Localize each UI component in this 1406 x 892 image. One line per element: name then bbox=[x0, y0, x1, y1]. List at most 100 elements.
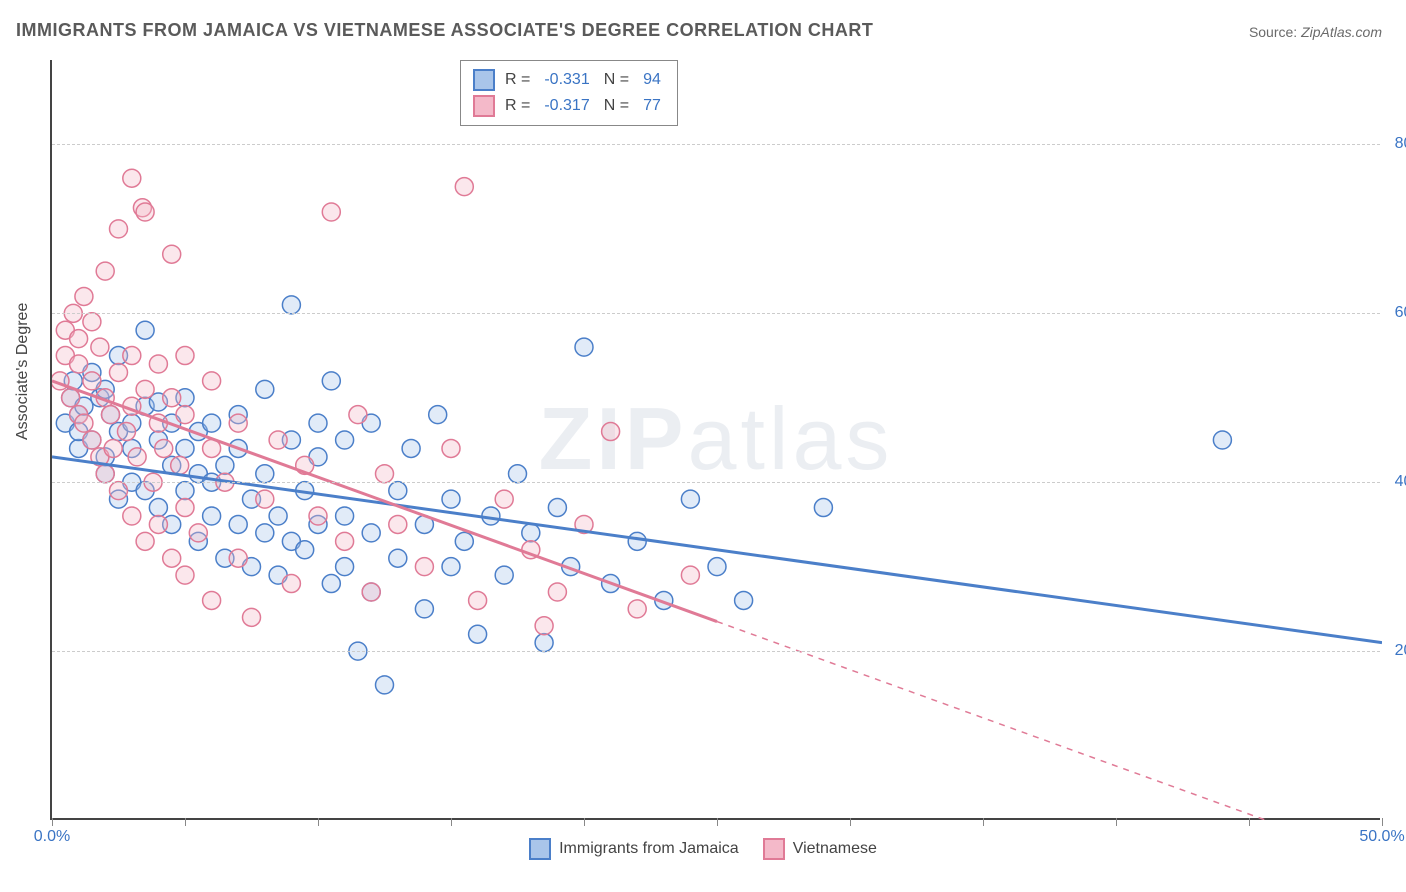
scatter-point bbox=[336, 532, 354, 550]
x-tick-mark bbox=[717, 818, 718, 826]
series-legend: Immigrants from Jamaica Vietnamese bbox=[0, 838, 1406, 860]
scatter-point bbox=[509, 465, 527, 483]
legend-row: R =-0.317N =77 bbox=[473, 93, 665, 119]
scatter-point bbox=[415, 600, 433, 618]
scatter-point bbox=[110, 220, 128, 238]
scatter-point bbox=[91, 338, 109, 356]
scatter-point bbox=[163, 549, 181, 567]
gridline bbox=[52, 482, 1380, 483]
gridline bbox=[52, 144, 1380, 145]
scatter-point bbox=[203, 507, 221, 525]
legend-swatch bbox=[473, 69, 495, 91]
scatter-point bbox=[535, 634, 553, 652]
scatter-point bbox=[269, 431, 287, 449]
scatter-point bbox=[110, 482, 128, 500]
scatter-point bbox=[269, 507, 287, 525]
y-tick-label: 40.0% bbox=[1385, 473, 1406, 491]
scatter-point bbox=[256, 380, 274, 398]
legend-n-value: 77 bbox=[639, 97, 665, 115]
scatter-point bbox=[256, 524, 274, 542]
scatter-point bbox=[402, 439, 420, 457]
scatter-point bbox=[681, 566, 699, 584]
scatter-point bbox=[389, 515, 407, 533]
scatter-point bbox=[176, 347, 194, 365]
x-tick-mark bbox=[1249, 818, 1250, 826]
scatter-point bbox=[336, 431, 354, 449]
scatter-point bbox=[256, 490, 274, 508]
source-value: ZipAtlas.com bbox=[1301, 24, 1382, 40]
scatter-point bbox=[362, 583, 380, 601]
scatter-point bbox=[136, 380, 154, 398]
legend-row: R =-0.331N =94 bbox=[473, 67, 665, 93]
scatter-point bbox=[628, 532, 646, 550]
y-axis-label: Associate's Degree bbox=[14, 303, 32, 440]
scatter-point bbox=[75, 414, 93, 432]
scatter-point bbox=[322, 203, 340, 221]
scatter-point bbox=[155, 439, 173, 457]
scatter-point bbox=[176, 406, 194, 424]
scatter-point bbox=[309, 507, 327, 525]
x-tick-mark bbox=[185, 818, 186, 826]
scatter-point bbox=[102, 406, 120, 424]
scatter-point bbox=[469, 625, 487, 643]
scatter-point bbox=[282, 575, 300, 593]
scatter-point bbox=[149, 515, 167, 533]
scatter-point bbox=[362, 524, 380, 542]
scatter-point bbox=[376, 676, 394, 694]
scatter-point bbox=[83, 431, 101, 449]
y-tick-label: 80.0% bbox=[1385, 135, 1406, 153]
scatter-point bbox=[229, 515, 247, 533]
scatter-point bbox=[70, 355, 88, 373]
scatter-point bbox=[455, 532, 473, 550]
scatter-point bbox=[735, 591, 753, 609]
scatter-point bbox=[189, 524, 207, 542]
scatter-point bbox=[256, 465, 274, 483]
legend-swatch bbox=[529, 838, 551, 860]
scatter-point bbox=[309, 414, 327, 432]
scatter-point bbox=[104, 439, 122, 457]
x-tick-mark bbox=[850, 818, 851, 826]
scatter-point bbox=[176, 566, 194, 584]
source-label: Source: bbox=[1249, 24, 1297, 40]
legend-swatch bbox=[473, 95, 495, 117]
scatter-point bbox=[229, 414, 247, 432]
scatter-point bbox=[123, 169, 141, 187]
scatter-point bbox=[136, 532, 154, 550]
legend-n-label: N = bbox=[604, 97, 629, 115]
gridline bbox=[52, 651, 1380, 652]
scatter-point bbox=[389, 482, 407, 500]
scatter-point bbox=[429, 406, 447, 424]
legend-r-label: R = bbox=[505, 71, 530, 89]
y-tick-label: 60.0% bbox=[1385, 304, 1406, 322]
x-tick-mark bbox=[983, 818, 984, 826]
x-tick-mark bbox=[1382, 818, 1383, 826]
scatter-point bbox=[136, 321, 154, 339]
scatter-point bbox=[322, 372, 340, 390]
series-label: Immigrants from Jamaica bbox=[559, 840, 739, 858]
scatter-point bbox=[123, 347, 141, 365]
scatter-point bbox=[203, 372, 221, 390]
scatter-point bbox=[70, 330, 88, 348]
correlation-legend: R =-0.331N =94R =-0.317N =77 bbox=[460, 60, 678, 126]
scatter-point bbox=[602, 423, 620, 441]
source-attribution: Source: ZipAtlas.com bbox=[1249, 24, 1382, 40]
legend-r-label: R = bbox=[505, 97, 530, 115]
scatter-point bbox=[469, 591, 487, 609]
scatter-point bbox=[203, 414, 221, 432]
y-tick-label: 20.0% bbox=[1385, 642, 1406, 660]
x-tick-mark bbox=[318, 818, 319, 826]
series-label: Vietnamese bbox=[793, 840, 877, 858]
scatter-point bbox=[203, 591, 221, 609]
scatter-point bbox=[75, 287, 93, 305]
scatter-point bbox=[282, 296, 300, 314]
scatter-point bbox=[628, 600, 646, 618]
scatter-point bbox=[149, 499, 167, 517]
scatter-point bbox=[96, 262, 114, 280]
scatter-point bbox=[163, 245, 181, 263]
scatter-point bbox=[336, 558, 354, 576]
scatter-point bbox=[548, 583, 566, 601]
scatter-point bbox=[171, 456, 189, 474]
scatter-point bbox=[442, 439, 460, 457]
scatter-point bbox=[176, 439, 194, 457]
scatter-point bbox=[96, 465, 114, 483]
